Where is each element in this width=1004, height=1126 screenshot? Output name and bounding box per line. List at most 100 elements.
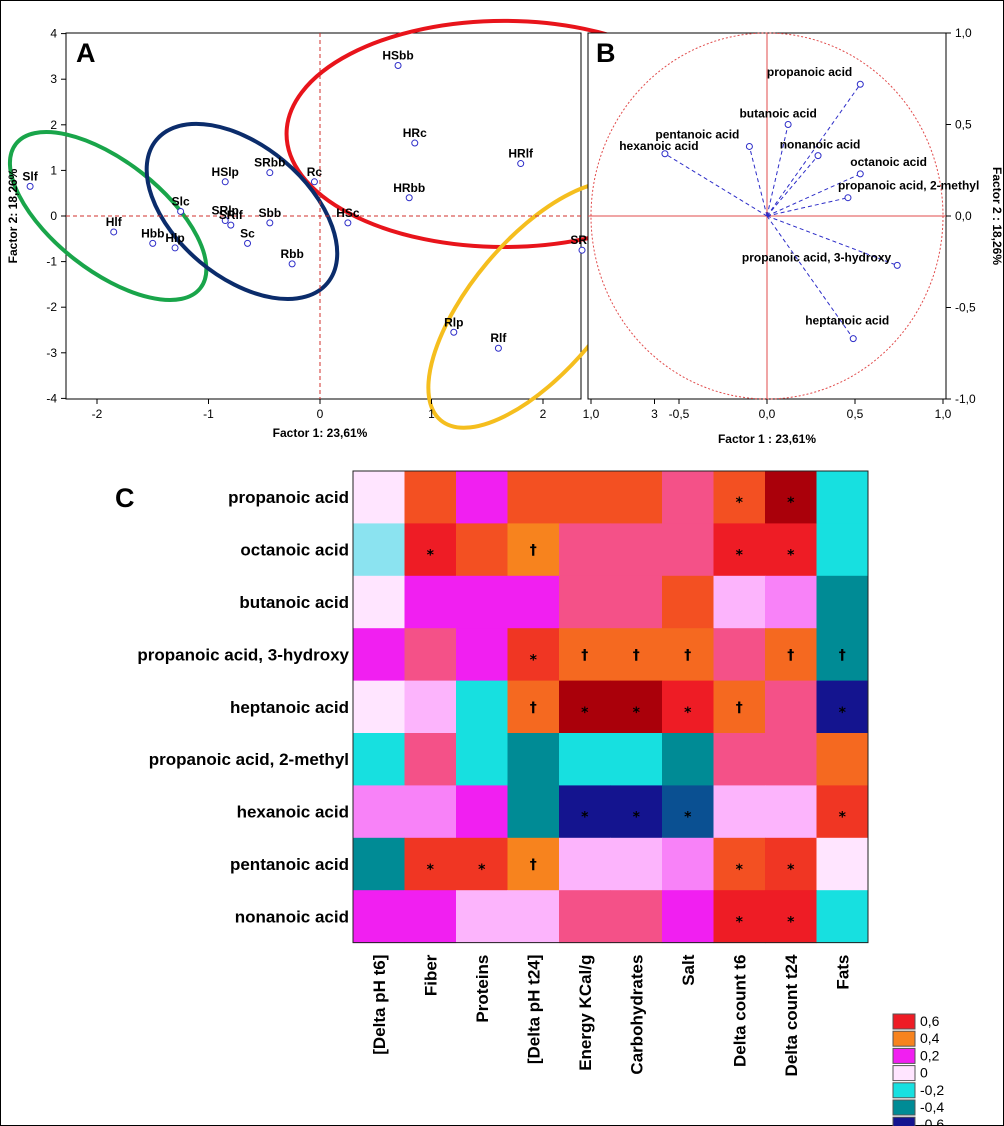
heatmap-cell [610, 890, 663, 944]
significance-mark: * [839, 810, 847, 826]
panel-b-ytick-label: -0,5 [955, 301, 976, 315]
row-label: nonanoic acid [235, 907, 349, 926]
heatmap-cell [404, 628, 457, 682]
significance-mark: † [581, 647, 588, 663]
row-label: butanoic acid [239, 593, 349, 612]
significance-mark: † [787, 647, 794, 663]
heatmap-cell [507, 733, 560, 786]
significance-mark: † [633, 647, 640, 663]
panel-a-ytick-label: 4 [50, 27, 57, 41]
panel-a-point [177, 207, 185, 215]
panel-a-point [227, 221, 235, 229]
heatmap-cell [404, 471, 457, 524]
column-label: Proteins [473, 955, 492, 1023]
panel-a-ytick-label: -4 [46, 391, 57, 405]
panel-a-point-label: Hlf [106, 215, 123, 229]
loading-vector [664, 153, 768, 217]
panel-a-point-label: Rlp [444, 315, 463, 329]
panel-a-point [221, 217, 229, 225]
panel-a-point-label: Sc [240, 226, 255, 240]
column-label: Fiber [421, 954, 440, 996]
heatmap-cell [816, 523, 869, 577]
panel-a-ylabel: Factor 2: 18,26% [6, 168, 20, 263]
legend-label: -0,2 [920, 1082, 944, 1098]
loading-label: propanoic acid, 2-methyl [838, 179, 979, 193]
heatmap-cell [507, 680, 560, 734]
loading-point [856, 170, 864, 178]
heatmap-cell [765, 471, 817, 524]
panel-a-point-label: Slf [22, 169, 38, 183]
heatmap-cell [662, 785, 714, 839]
significance-mark: * [478, 862, 486, 878]
heatmap-cell [456, 471, 508, 524]
loading-label: propanoic acid, 3-hydroxy [742, 250, 892, 264]
row-label: propanoic acid [228, 488, 349, 507]
heatmap-cell [507, 628, 560, 682]
heatmap-cell [456, 680, 508, 734]
heatmap-cell [353, 471, 405, 524]
panel-a-point [517, 160, 525, 168]
panel-c: C * * * † * * * † † † † † † * * * † * * * * * * * † * * * * propanoi… [115, 470, 944, 1126]
significance-mark: † [736, 700, 743, 716]
heatmap-cell [662, 575, 714, 629]
significance-mark: * [581, 810, 589, 826]
panel-b-ticks: 1,0 -0,5 0,0 0,5 1,0 1,0 0,5 0,0 -0,5 -1,0 [583, 26, 976, 421]
panel-a-point-label: Rc [307, 165, 323, 179]
heatmap-cell [713, 471, 766, 524]
loading-label: hexanoic acid [619, 139, 698, 153]
heatmap-cell [559, 733, 611, 786]
heatmap-cell [404, 785, 457, 839]
heatmap-cell [353, 523, 405, 577]
panel-a-point-label: Slc [172, 194, 190, 208]
heatmap-cell [662, 680, 714, 734]
loading-vector [766, 155, 819, 217]
significance-mark: * [427, 548, 435, 564]
panel-a-point-label: SRlf [219, 208, 244, 222]
heatmap-cell [765, 890, 817, 944]
row-label: octanoic acid [240, 541, 349, 560]
legend-label: -0,6 [920, 1116, 944, 1126]
panel-a-point-label: Sbb [258, 206, 281, 220]
panel-a-ytick-label: 0 [50, 209, 57, 223]
panel-c-column-labels: [Delta pH t6] Fiber Proteins [Delta pH t24]… [370, 954, 853, 1076]
heatmap-cell [353, 890, 405, 944]
loading-point [745, 142, 753, 150]
panel-b-letter: B [596, 38, 616, 68]
panel-a-point [394, 62, 402, 70]
heatmap-cell [456, 733, 508, 786]
significance-mark: † [684, 647, 691, 663]
panel-b-xtick-label: 0,5 [847, 407, 864, 421]
panel-a-ytick-label: 1 [50, 163, 57, 177]
panel-a-ytick-label: -2 [46, 300, 57, 314]
heatmap-cell [610, 471, 663, 524]
significance-mark: * [427, 862, 435, 878]
heatmap-cell [559, 471, 611, 524]
panel-a-point [110, 228, 118, 236]
loading-point [844, 194, 852, 202]
panel-a-point [310, 178, 318, 186]
significance-mark: * [736, 862, 744, 878]
legend-swatch [892, 1116, 916, 1126]
panel-a-xtick-label: 1 [428, 407, 435, 421]
panel-a-point [149, 239, 157, 247]
legend-label: 0,2 [920, 1047, 940, 1063]
heatmap-cell [610, 680, 663, 734]
panel-a-point-label: Hlp [165, 231, 184, 245]
panel-a-xtick-label: -2 [92, 407, 103, 421]
heatmap-cell [610, 628, 663, 682]
loading-point [893, 261, 901, 269]
heatmap-cell [353, 575, 405, 629]
loading-vector [766, 83, 861, 217]
legend-label: 0 [920, 1065, 928, 1081]
panel-a-point [344, 219, 352, 227]
panel-a-xtick-label: 0 [317, 407, 324, 421]
heatmap-cell [456, 523, 508, 577]
heatmap-cell [353, 733, 405, 786]
panel-a-point-label: Rlf [490, 331, 507, 345]
heatmap-cell [610, 523, 663, 577]
panel-b-ytick-label: 0,5 [955, 118, 972, 132]
panel-a-xtick-label: 3 [651, 407, 658, 421]
heatmap-cell [765, 575, 817, 629]
panel-a-point [171, 244, 179, 252]
